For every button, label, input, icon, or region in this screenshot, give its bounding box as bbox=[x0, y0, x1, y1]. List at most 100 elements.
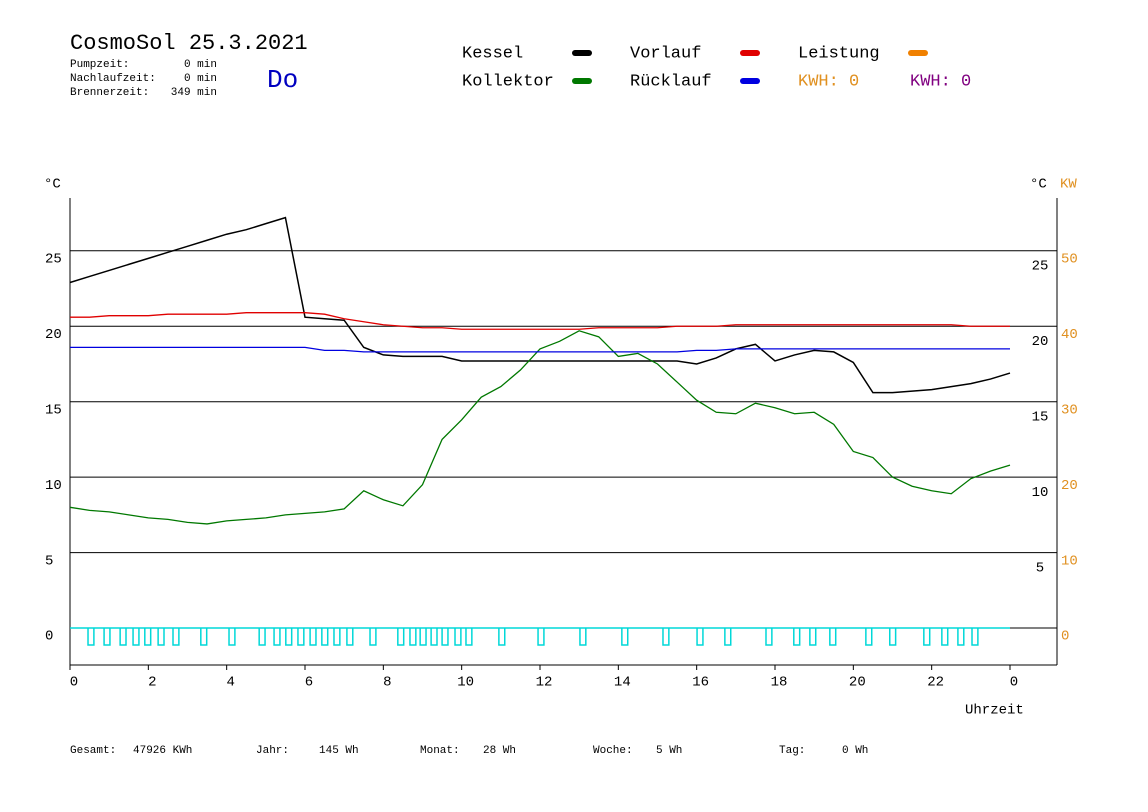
pump-pulse bbox=[172, 628, 180, 646]
pump-pulse bbox=[157, 628, 165, 646]
pump-pulse bbox=[369, 628, 377, 646]
footer-label: Woche: bbox=[593, 745, 633, 757]
pump-pulse bbox=[498, 628, 506, 646]
y-tick-label: 20 bbox=[45, 327, 62, 343]
y3-tick-label: 20 bbox=[1061, 478, 1078, 494]
series-line bbox=[70, 312, 1010, 330]
x-tick-label: 12 bbox=[536, 675, 553, 691]
pump-pulse bbox=[346, 628, 354, 646]
pump-pulse bbox=[889, 628, 897, 646]
pump-pulse bbox=[793, 628, 801, 646]
pump-pulse bbox=[103, 628, 111, 646]
y2-label: °C bbox=[1030, 177, 1047, 193]
day: Do bbox=[267, 65, 298, 95]
stat-label: Pumpzeit: bbox=[70, 59, 129, 71]
x-tick-label: 6 bbox=[305, 675, 313, 691]
stat-label: Brennerzeit: bbox=[70, 87, 149, 99]
pump-pulse bbox=[87, 628, 95, 646]
kwh-orange: KWH: 0 bbox=[798, 72, 859, 91]
footer-label: Tag: bbox=[779, 745, 805, 757]
pump-pulse bbox=[923, 628, 931, 646]
pump-pulse bbox=[941, 628, 949, 646]
x-tick-label: 0 bbox=[70, 675, 78, 691]
x-tick-label: 0 bbox=[1010, 675, 1018, 691]
series-line bbox=[69, 216, 1011, 394]
x-tick-label: 14 bbox=[614, 675, 631, 691]
legend-label: Kollektor bbox=[462, 72, 554, 91]
y3-tick-label: 50 bbox=[1061, 252, 1078, 268]
pump-pulse bbox=[430, 628, 438, 646]
pump-pulse bbox=[119, 628, 127, 646]
pump-pulse bbox=[465, 628, 473, 646]
pump-pulse bbox=[409, 628, 417, 646]
pump-pulse bbox=[454, 628, 462, 646]
pump-pulse bbox=[228, 628, 236, 646]
pump-pulse bbox=[441, 628, 449, 646]
x-tick-label: 18 bbox=[771, 675, 788, 691]
legend-label: Rücklauf bbox=[630, 72, 712, 91]
footer-value: 28 Wh bbox=[483, 745, 516, 757]
y3-tick-label: 40 bbox=[1061, 327, 1078, 343]
pump-pulse bbox=[144, 628, 152, 646]
pump-pulse bbox=[829, 628, 837, 646]
pump-pulse bbox=[724, 628, 732, 646]
series-line bbox=[70, 346, 1010, 353]
stat-label: Nachlaufzeit: bbox=[70, 73, 156, 85]
pump-pulse bbox=[309, 628, 317, 646]
y2-tick-label: 20 bbox=[1032, 334, 1049, 350]
title: CosmoSol 25.3.2021 bbox=[70, 31, 308, 56]
stat-value: 0 min bbox=[184, 73, 217, 85]
stat-value: 0 min bbox=[184, 59, 217, 71]
footer-value: 5 Wh bbox=[656, 745, 682, 757]
y2-tick-label: 15 bbox=[1032, 409, 1049, 425]
y3-label: KW bbox=[1060, 177, 1077, 193]
stat-value: 349 min bbox=[171, 87, 217, 99]
x-label: Uhrzeit bbox=[965, 703, 1024, 719]
pump-pulse bbox=[273, 628, 281, 646]
pump-pulse bbox=[333, 628, 341, 646]
x-tick-label: 10 bbox=[457, 675, 474, 691]
x-tick-label: 4 bbox=[226, 675, 234, 691]
pump-pulse bbox=[957, 628, 965, 646]
pump-pulse bbox=[200, 628, 208, 646]
pump-pulse bbox=[297, 628, 305, 646]
legend-label: Leistung bbox=[798, 44, 880, 63]
legend-label: Vorlauf bbox=[630, 44, 701, 63]
y2-tick-label: 25 bbox=[1032, 259, 1049, 275]
footer-label: Monat: bbox=[420, 745, 460, 757]
pump-pulse bbox=[696, 628, 704, 646]
pump-pulse bbox=[865, 628, 873, 646]
x-tick-label: 16 bbox=[692, 675, 709, 691]
pump-pulse bbox=[765, 628, 773, 646]
pump-pulse bbox=[419, 628, 427, 646]
pump-pulse bbox=[809, 628, 817, 646]
y3-tick-label: 0 bbox=[1061, 629, 1069, 645]
pump-pulse bbox=[579, 628, 587, 646]
footer-value: 47926 KWh bbox=[133, 745, 192, 757]
y2-tick-label: 10 bbox=[1032, 485, 1049, 501]
pump-pulse bbox=[258, 628, 266, 646]
kwh-purple: KWH: 0 bbox=[910, 72, 971, 91]
x-tick-label: 22 bbox=[927, 675, 944, 691]
y-tick-label: 0 bbox=[45, 629, 53, 645]
pump-pulse bbox=[971, 628, 979, 646]
y3-tick-label: 10 bbox=[1061, 553, 1078, 569]
y-tick-label: 25 bbox=[45, 252, 62, 268]
y3-tick-label: 30 bbox=[1061, 402, 1078, 418]
footer-value: 145 Wh bbox=[319, 745, 359, 757]
x-tick-label: 8 bbox=[383, 675, 391, 691]
y-label: °C bbox=[44, 177, 61, 193]
pump-pulse bbox=[132, 628, 140, 646]
pump-pulse bbox=[321, 628, 329, 646]
pump-pulse bbox=[621, 628, 629, 646]
footer-label: Jahr: bbox=[256, 745, 289, 757]
pump-pulse bbox=[537, 628, 545, 646]
y-tick-label: 5 bbox=[45, 553, 53, 569]
x-tick-label: 20 bbox=[849, 675, 866, 691]
y-tick-label: 15 bbox=[45, 402, 62, 418]
series-line bbox=[69, 330, 1011, 525]
y2-tick-label: 5 bbox=[1036, 560, 1044, 576]
footer-value: 0 Wh bbox=[842, 745, 868, 757]
x-tick-label: 2 bbox=[148, 675, 156, 691]
